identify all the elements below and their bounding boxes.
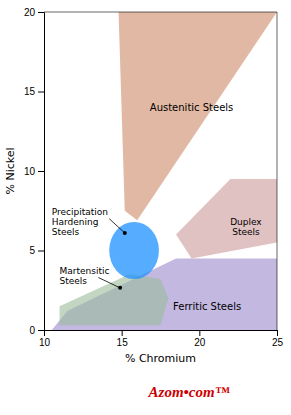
axis-line [45,331,278,337]
y-axis: 0 5 10 15 20 [24,7,45,336]
tick-mark [38,171,44,172]
pointer-line [98,278,120,288]
frame [277,12,278,330]
region-labels: Ferritic SteelsAustenitic SteelsDuplexSt… [52,102,263,312]
chart: 10 15 20 25 0 5 10 15 20 % Chromium % Nickel Ferrit… [0,0,291,415]
label-line: Austenitic Steels [150,102,234,113]
region-label: Austenitic Steels [150,102,234,113]
tick: 15 [117,330,129,348]
region-label: PrecipitationHardeningSteels [52,207,108,237]
label-line: Steels [60,276,88,286]
label-line: Hardening [52,217,99,227]
plot: 10 15 20 25 0 5 10 15 20 % Chromium % Nickel Ferrit… [4,7,283,365]
tick-label: 20 [24,7,36,18]
label-line: Ferritic Steels [173,301,241,312]
tick-label: 15 [24,86,36,97]
tick-mark [199,330,200,336]
tick: 10 [39,330,51,348]
tick: 5 [29,245,44,256]
region-label: DuplexSteels [230,217,262,237]
label-line: Duplex [230,217,262,227]
pointer-dot [123,231,127,235]
tick-mark [38,92,44,93]
tick-label: 5 [29,245,35,256]
tick-label: 10 [24,166,36,177]
axis-line [38,13,45,331]
tick-label: 20 [194,337,206,348]
label-line: Precipitation [52,207,108,217]
tick-mark [122,330,123,336]
pointer-dot [118,286,122,290]
y-axis-title: % Nickel [4,147,17,194]
data-area [52,12,277,330]
tick: 15 [24,86,44,97]
tick: 0 [29,325,44,336]
tick: 20 [194,330,206,348]
region-label: MartensiticSteels [60,266,110,286]
region-label: Ferritic Steels [173,301,241,312]
label-line: Steels [232,227,260,237]
frame [44,12,277,13]
tick-label: 25 [272,337,284,348]
tick-mark [38,12,44,13]
region-polygon [60,274,169,325]
x-axis-title: % Chromium [125,352,196,365]
pointer-line [109,219,125,233]
tick-mark [38,251,44,252]
region-ellipse [109,222,159,279]
label-line: Martensitic [60,266,110,276]
x-axis: 10 15 20 25 [39,330,284,348]
tick-label: 15 [117,337,129,348]
tick: 10 [24,166,44,177]
tick: 25 [272,330,284,348]
tick: 20 [24,7,44,18]
region-polygon [176,179,277,259]
tick-label: 0 [29,325,35,336]
tick-label: 10 [39,337,51,348]
watermark: Azom•com™ [148,384,230,400]
label-line: Steels [52,227,80,237]
tick-mark [38,330,44,331]
tick-mark [277,330,278,336]
region-polygon [52,258,277,330]
